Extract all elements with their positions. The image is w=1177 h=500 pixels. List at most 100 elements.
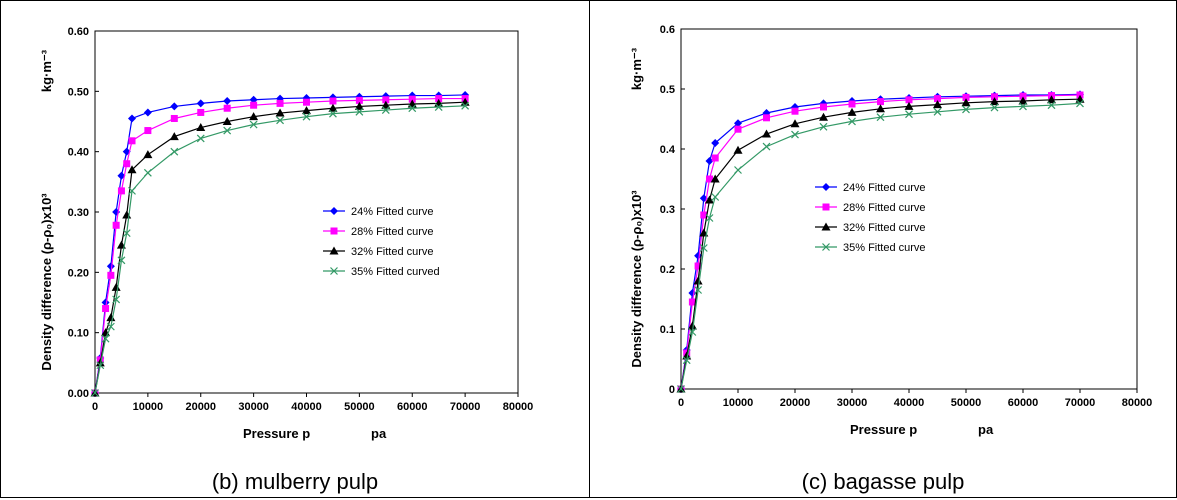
series-group <box>677 91 1084 393</box>
legend-marker <box>821 222 831 231</box>
data-point <box>381 106 390 114</box>
x-tick-label: 30000 <box>837 397 868 409</box>
data-point <box>990 103 999 112</box>
data-point <box>734 125 742 133</box>
series-group <box>91 90 470 397</box>
data-point <box>355 107 364 116</box>
data-point <box>408 95 416 103</box>
data-point <box>170 114 178 122</box>
data-point <box>434 103 443 111</box>
y-tick-label: 0.2 <box>660 264 675 276</box>
data-point <box>111 282 121 291</box>
series-group <box>91 101 470 397</box>
x-tick-label: 40000 <box>894 397 925 409</box>
data-point <box>354 101 364 110</box>
data-point <box>990 97 999 106</box>
data-point <box>123 160 131 168</box>
y-tick-label: 0.1 <box>660 324 675 336</box>
x-tick-label: 20000 <box>185 401 216 413</box>
y-axis-unit: kg·m⁻³ <box>629 47 644 90</box>
x-axis-label: Pressure p <box>243 426 310 441</box>
data-point <box>734 166 742 174</box>
data-point <box>763 114 770 122</box>
data-point <box>762 129 771 138</box>
data-point <box>711 193 720 201</box>
data-point <box>328 103 338 112</box>
chart-caption: (b) mulberry pulp <box>211 469 379 494</box>
data-point <box>819 122 828 131</box>
legend-marker <box>330 267 338 275</box>
data-point <box>933 100 942 109</box>
data-point <box>169 132 179 141</box>
chart-caption: (c) bagasse pulp <box>801 469 965 494</box>
legend-marker <box>329 246 339 255</box>
data-point <box>127 165 137 174</box>
legend-label: 28% Fitted curve <box>351 226 434 238</box>
y-tick-label: 0.30 <box>68 207 89 219</box>
data-point <box>693 276 703 285</box>
x-tick-label: 70000 <box>1065 397 1096 409</box>
data-point <box>699 244 708 252</box>
data-point <box>197 108 205 116</box>
data-point <box>144 127 152 135</box>
data-point <box>250 101 258 109</box>
data-point <box>128 137 136 145</box>
data-point <box>962 105 970 114</box>
legend: 24% Fitted curve 28% Fitted curve 32% Fitt… <box>815 182 926 254</box>
legend-label: 28% Fitted curve <box>843 202 926 214</box>
data-point <box>682 356 691 365</box>
data-point <box>112 295 121 304</box>
y-tick-label: 0.60 <box>68 26 89 38</box>
data-point <box>408 104 417 113</box>
data-point <box>112 221 120 229</box>
data-point <box>222 117 232 125</box>
data-point <box>705 195 714 204</box>
x-tick-label: 20000 <box>780 397 811 409</box>
data-point <box>962 93 970 101</box>
x-tick-label: 80000 <box>503 401 534 413</box>
data-point <box>196 99 205 108</box>
legend: 24% Fitted curve 28% Fitted curve 32% Fitt… <box>323 206 440 278</box>
data-point <box>711 139 720 147</box>
data-point <box>734 119 742 128</box>
data-point <box>249 120 258 129</box>
data-point <box>876 104 885 113</box>
x-tick-label: 10000 <box>133 401 164 413</box>
series-line <box>680 93 1081 390</box>
data-point <box>382 96 390 104</box>
data-point <box>461 101 470 110</box>
data-point <box>700 211 708 219</box>
y-tick-label: 0.00 <box>68 388 89 400</box>
data-point <box>961 98 971 107</box>
y-tick-label: 0.20 <box>68 267 89 279</box>
y-tick-label: 0.5 <box>660 84 675 96</box>
legend-marker <box>822 183 830 191</box>
data-point <box>170 147 179 156</box>
data-point <box>848 100 856 108</box>
data-point <box>711 154 719 162</box>
data-point <box>143 168 152 177</box>
data-point <box>705 157 714 165</box>
legend-label: 35% Fitted curved <box>351 266 440 278</box>
x-tick-label: 0 <box>678 397 684 409</box>
data-point <box>1019 102 1027 111</box>
data-point <box>1018 96 1028 105</box>
data-point <box>694 286 703 294</box>
x-tick-label: 60000 <box>397 401 428 413</box>
data-point <box>791 130 799 139</box>
y-axis-label: Density difference (ρ-ρ₀)x10³ <box>629 190 644 368</box>
data-point <box>223 96 232 105</box>
data-point <box>688 298 696 306</box>
data-point <box>128 114 137 123</box>
data-point <box>117 187 125 195</box>
data-point <box>276 116 284 125</box>
data-point <box>170 102 179 111</box>
x-tick-label: 60000 <box>1008 397 1039 409</box>
data-point <box>847 107 857 116</box>
legend-label: 24% Fitted curve <box>843 182 926 194</box>
data-point <box>1019 92 1027 100</box>
legend-marker <box>330 227 338 235</box>
data-point <box>101 298 110 307</box>
data-point <box>435 95 443 103</box>
data-point <box>705 214 714 222</box>
